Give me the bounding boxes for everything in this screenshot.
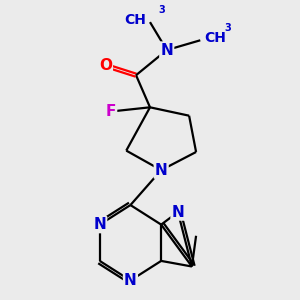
Text: O: O [99,58,112,73]
Text: 3: 3 [158,5,165,15]
Text: CH: CH [205,31,226,45]
Text: N: N [93,217,106,232]
Text: F: F [106,104,116,119]
Text: N: N [124,273,137,288]
Text: N: N [160,43,173,58]
Text: N: N [172,205,184,220]
Text: N: N [155,163,167,178]
Text: CH: CH [124,13,146,27]
Text: 3: 3 [224,23,231,33]
